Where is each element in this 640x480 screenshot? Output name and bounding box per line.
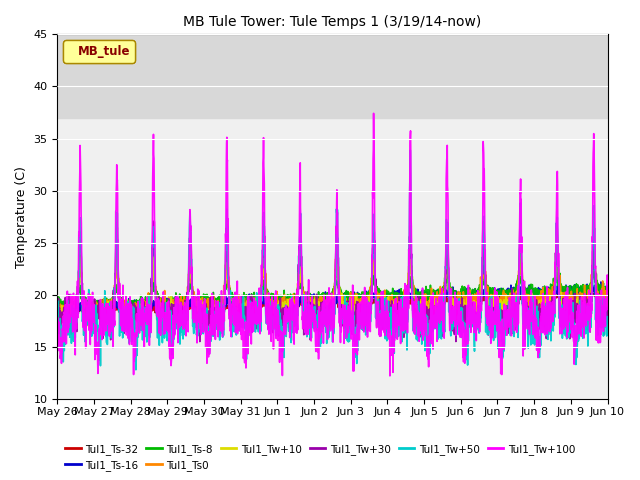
Legend: MB_tule: MB_tule: [63, 40, 134, 63]
Title: MB Tule Tower: Tule Temps 1 (3/19/14-now): MB Tule Tower: Tule Temps 1 (3/19/14-now…: [183, 15, 481, 29]
Bar: [58, 35, 607, 118]
Y-axis label: Temperature (C): Temperature (C): [15, 166, 28, 268]
Legend: Tul1_Ts-32, Tul1_Ts-16, Tul1_Ts-8, Tul1_Ts0, Tul1_Tw+10, Tul1_Tw+30, Tul1_Tw+50,: Tul1_Ts-32, Tul1_Ts-16, Tul1_Ts-8, Tul1_…: [61, 439, 579, 475]
